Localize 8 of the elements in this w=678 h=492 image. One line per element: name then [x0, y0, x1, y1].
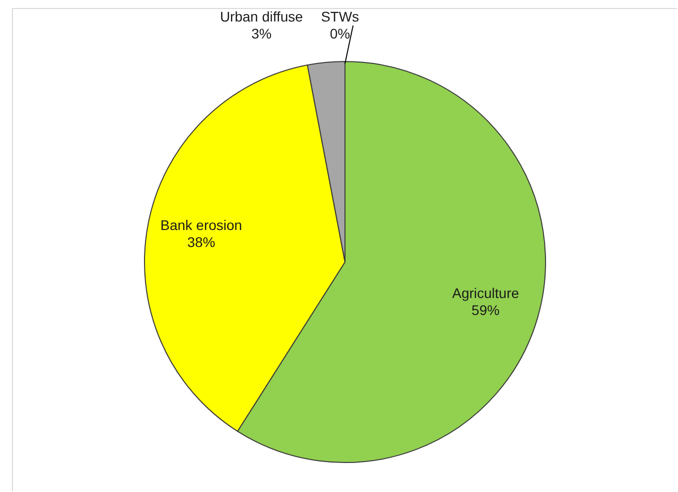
data-label: 38%: [187, 234, 216, 250]
slice-label: Bank erosion: [160, 216, 242, 233]
text: 0%: [330, 25, 350, 42]
slice-label: Agriculture: [452, 285, 520, 302]
data-label: 59%: [472, 302, 500, 318]
data-label: 3%: [251, 25, 272, 42]
category-label: STWs: [320, 8, 360, 24]
slice-label: Urban diffuse: [220, 8, 304, 24]
